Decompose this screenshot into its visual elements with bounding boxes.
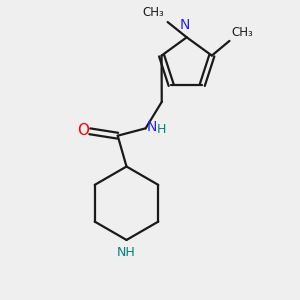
Text: N: N: [146, 120, 157, 134]
Text: N: N: [180, 18, 190, 32]
Text: H: H: [157, 123, 166, 136]
Text: NH: NH: [117, 246, 136, 260]
Text: CH₃: CH₃: [231, 26, 253, 38]
Text: CH₃: CH₃: [142, 6, 164, 19]
Text: O: O: [77, 123, 89, 138]
